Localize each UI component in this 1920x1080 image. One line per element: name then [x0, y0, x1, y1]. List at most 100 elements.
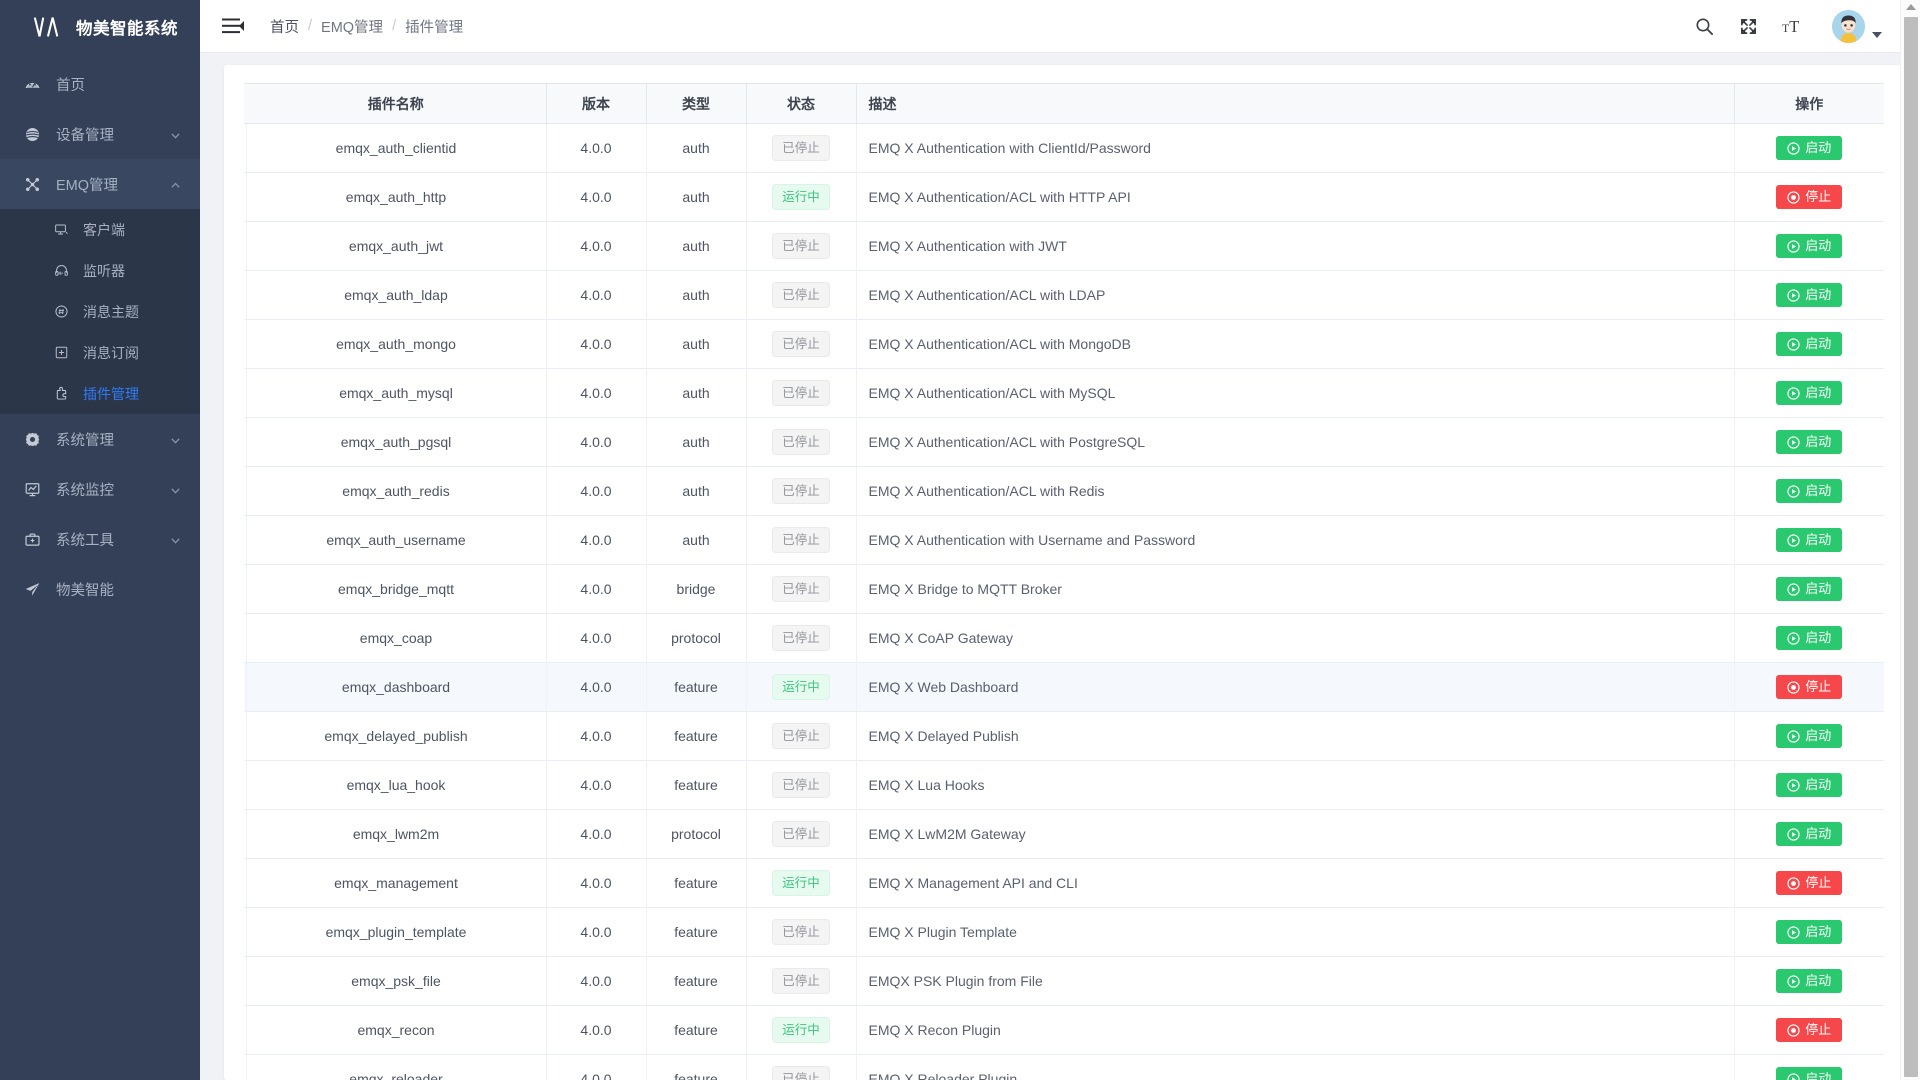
scroll-thumb[interactable]: [1904, 17, 1918, 1077]
chevron-down-icon[interactable]: [170, 534, 180, 544]
start-plugin-button[interactable]: 启动: [1776, 282, 1843, 308]
sidebar-item-3[interactable]: 系统管理: [0, 414, 200, 464]
menu-collapse-icon[interactable]: [222, 18, 244, 34]
row-spacer: [244, 515, 247, 565]
start-plugin-button[interactable]: 启动: [1776, 478, 1843, 504]
sidebar-item-6[interactable]: 物美智能: [0, 564, 200, 614]
chevron-down-icon[interactable]: [1872, 31, 1882, 38]
table-row[interactable]: emqx_auth_mysql 4.0.0 auth 已停止 EMQ X Authent…: [244, 368, 1884, 418]
row-spacer: [244, 809, 247, 859]
chevron-up-icon[interactable]: [170, 179, 180, 189]
status-badge: 运行中: [772, 1016, 830, 1044]
start-plugin-button[interactable]: 启动: [1776, 429, 1843, 455]
scroll-up-arrow-icon[interactable]: [1905, 4, 1916, 10]
column-header-desc[interactable]: 描述: [855, 83, 1734, 124]
cell-type: auth: [645, 515, 746, 565]
status-badge: 已停止: [772, 428, 830, 456]
start-plugin-button[interactable]: 启动: [1776, 135, 1843, 161]
cell-version: 4.0.0: [545, 662, 646, 712]
cell-version: 4.0.0: [545, 956, 646, 1006]
start-plugin-button[interactable]: 启动: [1776, 821, 1843, 847]
table-row[interactable]: emqx_coap 4.0.0 protocol 已停止 EMQ X CoAP Gate…: [244, 613, 1884, 663]
table-row[interactable]: emqx_bridge_mqtt 4.0.0 bridge 已停止 EMQ X Brid…: [244, 564, 1884, 614]
stop-plugin-button[interactable]: 停止: [1776, 870, 1843, 896]
breadcrumb-item-0[interactable]: 首页: [270, 19, 299, 36]
fullscreen-icon[interactable]: [1738, 16, 1758, 36]
sidebar-item-2[interactable]: EMQ管理: [0, 159, 200, 209]
table-row[interactable]: emqx_auth_http 4.0.0 auth 运行中 EMQ X Authenti…: [244, 172, 1884, 222]
cell-action: 启动: [1733, 417, 1884, 467]
breadcrumb-item-1[interactable]: EMQ管理: [321, 19, 384, 36]
sidebar-item-0[interactable]: 首页: [0, 59, 200, 109]
row-spacer: [244, 1005, 247, 1055]
table-row[interactable]: emqx_auth_pgsql 4.0.0 auth 已停止 EMQ X Authent…: [244, 417, 1884, 467]
table-row[interactable]: emqx_auth_clientid 4.0.0 auth 已停止 EMQ X Auth…: [244, 123, 1884, 173]
start-plugin-button[interactable]: 启动: [1776, 919, 1843, 945]
start-plugin-button[interactable]: 启动: [1776, 576, 1843, 602]
stop-plugin-button[interactable]: 停止: [1776, 1017, 1843, 1043]
table-row[interactable]: emqx_lwm2m 4.0.0 protocol 已停止 EMQ X LwM2M Ga…: [244, 809, 1884, 859]
start-plugin-button[interactable]: 启动: [1776, 380, 1843, 406]
cell-status: 已停止: [745, 270, 856, 320]
start-plugin-button[interactable]: 启动: [1776, 968, 1843, 994]
column-header-status[interactable]: 状态: [745, 83, 856, 124]
table-row[interactable]: emqx_auth_mongo 4.0.0 auth 已停止 EMQ X Authent…: [244, 319, 1884, 369]
sidebar-item-1[interactable]: 设备管理: [0, 109, 200, 159]
sidebar-item-5[interactable]: 系统工具: [0, 514, 200, 564]
cell-plugin-name: emqx_auth_jwt: [348, 238, 444, 254]
sidebar-subitem-2-2[interactable]: 消息主题: [0, 291, 200, 332]
start-plugin-button[interactable]: 启动: [1776, 723, 1843, 749]
column-header-name[interactable]: 插件名称: [246, 83, 546, 124]
cell-version: 4.0.0: [545, 221, 646, 271]
start-plugin-button[interactable]: 启动: [1776, 527, 1843, 553]
status-badge: 已停止: [772, 477, 830, 505]
cell-plugin-name: emqx_coap: [359, 630, 433, 646]
row-spacer: [244, 319, 247, 369]
column-header-version[interactable]: 版本: [545, 83, 646, 124]
table-row[interactable]: emqx_auth_redis 4.0.0 auth 已停止 EMQ X Authent…: [244, 466, 1884, 516]
breadcrumb-item-2[interactable]: 插件管理: [405, 19, 464, 36]
chevron-down-icon[interactable]: [170, 434, 180, 444]
table-row[interactable]: emqx_recon 4.0.0 feature 运行中 EMQ X Recon Plu…: [244, 1005, 1884, 1055]
table-row[interactable]: emqx_lua_hook 4.0.0 feature 已停止 EMQ X Lua Ho…: [244, 760, 1884, 810]
sidebar-subitem-2-3[interactable]: 消息订阅: [0, 332, 200, 373]
table-row[interactable]: emqx_auth_ldap 4.0.0 auth 已停止 EMQ X Authenti…: [244, 270, 1884, 320]
page-scrollbar[interactable]: [1900, 0, 1920, 1080]
cell-type: feature: [645, 760, 746, 810]
start-plugin-button[interactable]: 启动: [1776, 772, 1843, 798]
column-header-action[interactable]: 操作: [1733, 83, 1884, 124]
cell-action: 启动: [1733, 760, 1884, 810]
chevron-down-icon[interactable]: [170, 484, 180, 494]
start-plugin-button[interactable]: 启动: [1776, 625, 1843, 651]
sidebar-item-4[interactable]: 系统监控: [0, 464, 200, 514]
cell-status: 已停止: [745, 711, 856, 761]
font-size-icon[interactable]: T T: [1782, 16, 1802, 36]
table-row[interactable]: emqx_psk_file 4.0.0 feature 已停止 EMQX PSK Plu…: [244, 956, 1884, 1006]
stop-plugin-button[interactable]: 停止: [1776, 184, 1843, 210]
brand-logo[interactable]: 物美智能系统: [0, 0, 200, 53]
user-avatar[interactable]: [1832, 9, 1865, 43]
search-icon[interactable]: [1694, 16, 1714, 36]
table-row[interactable]: emqx_plugin_template 4.0.0 feature 已停止 EMQ X…: [244, 907, 1884, 957]
action-button-label: 启动: [1805, 433, 1832, 449]
sidebar-subitem-2-0[interactable]: 客户端: [0, 209, 200, 250]
table-row[interactable]: emqx_dashboard 4.0.0 feature 运行中 EMQ X Web D…: [244, 662, 1884, 712]
chevron-down-icon[interactable]: [170, 129, 180, 139]
table-row[interactable]: emqx_auth_username 4.0.0 auth 已停止 EMQ X Auth…: [244, 515, 1884, 565]
start-plugin-button[interactable]: 启动: [1776, 331, 1843, 357]
table-row[interactable]: emqx_reloader 4.0.0 feature 已停止 EMQ X Reload…: [244, 1054, 1884, 1080]
sidebar-subitem-label: 客户端: [83, 221, 125, 238]
stop-plugin-button[interactable]: 停止: [1776, 674, 1843, 700]
table-row[interactable]: emqx_auth_jwt 4.0.0 auth 已停止 EMQ X Authentic…: [244, 221, 1884, 271]
cell-description: EMQ X Delayed Publish: [855, 711, 1734, 761]
start-plugin-button[interactable]: 启动: [1776, 1066, 1843, 1080]
row-spacer: [244, 613, 247, 663]
sidebar-subitem-2-1[interactable]: 监听器: [0, 250, 200, 291]
row-spacer: [244, 417, 247, 467]
sidebar-subitem-2-4[interactable]: 插件管理: [0, 373, 200, 414]
column-header-type[interactable]: 类型: [645, 83, 746, 124]
status-badge: 已停止: [772, 330, 830, 358]
start-plugin-button[interactable]: 启动: [1776, 233, 1843, 259]
table-row[interactable]: emqx_delayed_publish 4.0.0 feature 已停止 EMQ X…: [244, 711, 1884, 761]
table-row[interactable]: emqx_management 4.0.0 feature 运行中 EMQ X Mana…: [244, 858, 1884, 908]
